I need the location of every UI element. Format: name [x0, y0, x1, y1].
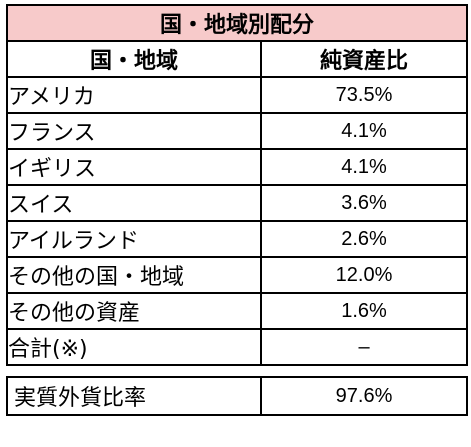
table-title-row: 国・地域別配分: [5, 4, 469, 42]
row-value: 3.6%: [259, 184, 469, 222]
table-row: アメリカ 73.5%: [6, 76, 469, 114]
table-row: イギリス 4.1%: [6, 148, 469, 186]
row-name: その他の国・地域: [6, 256, 262, 294]
table-title: 国・地域別配分: [5, 4, 469, 42]
row-name: イギリス: [6, 148, 262, 186]
row-value: 2.6%: [259, 220, 469, 258]
column-header-country: 国・地域: [6, 40, 262, 78]
foreign-currency-ratio-table: 実質外貨比率 97.6%: [6, 376, 468, 416]
country-allocation-table: 国・地域別配分 国・地域 純資産比 アメリカ 73.5% フランス 4.1% イ…: [5, 4, 469, 366]
column-header-ratio: 純資産比: [259, 40, 469, 78]
row-name: アイルランド: [6, 220, 262, 258]
summary-name: 実質外貨比率: [6, 376, 262, 416]
allocation-table-container: 国・地域別配分 国・地域 純資産比 アメリカ 73.5% フランス 4.1% イ…: [5, 4, 469, 416]
row-value: 73.5%: [259, 76, 469, 114]
table-row: スイス 3.6%: [6, 184, 469, 222]
row-name: スイス: [6, 184, 262, 222]
row-value: –: [259, 328, 469, 366]
row-name: フランス: [6, 112, 262, 150]
row-name: アメリカ: [6, 76, 262, 114]
row-value: 12.0%: [259, 256, 469, 294]
table-header-row: 国・地域 純資産比: [6, 40, 469, 78]
table-row-total: 合計(※) –: [6, 328, 469, 366]
row-value: 1.6%: [259, 292, 469, 330]
table-row: アイルランド 2.6%: [6, 220, 469, 258]
row-value: 4.1%: [259, 112, 469, 150]
table-row: その他の資産 1.6%: [6, 292, 469, 330]
summary-value: 97.6%: [260, 376, 468, 416]
table-row: その他の国・地域 12.0%: [6, 256, 469, 294]
table-row: フランス 4.1%: [6, 112, 469, 150]
summary-row: 実質外貨比率 97.6%: [6, 376, 468, 416]
row-name: 合計(※): [6, 328, 262, 366]
row-name: その他の資産: [6, 292, 262, 330]
row-value: 4.1%: [259, 148, 469, 186]
